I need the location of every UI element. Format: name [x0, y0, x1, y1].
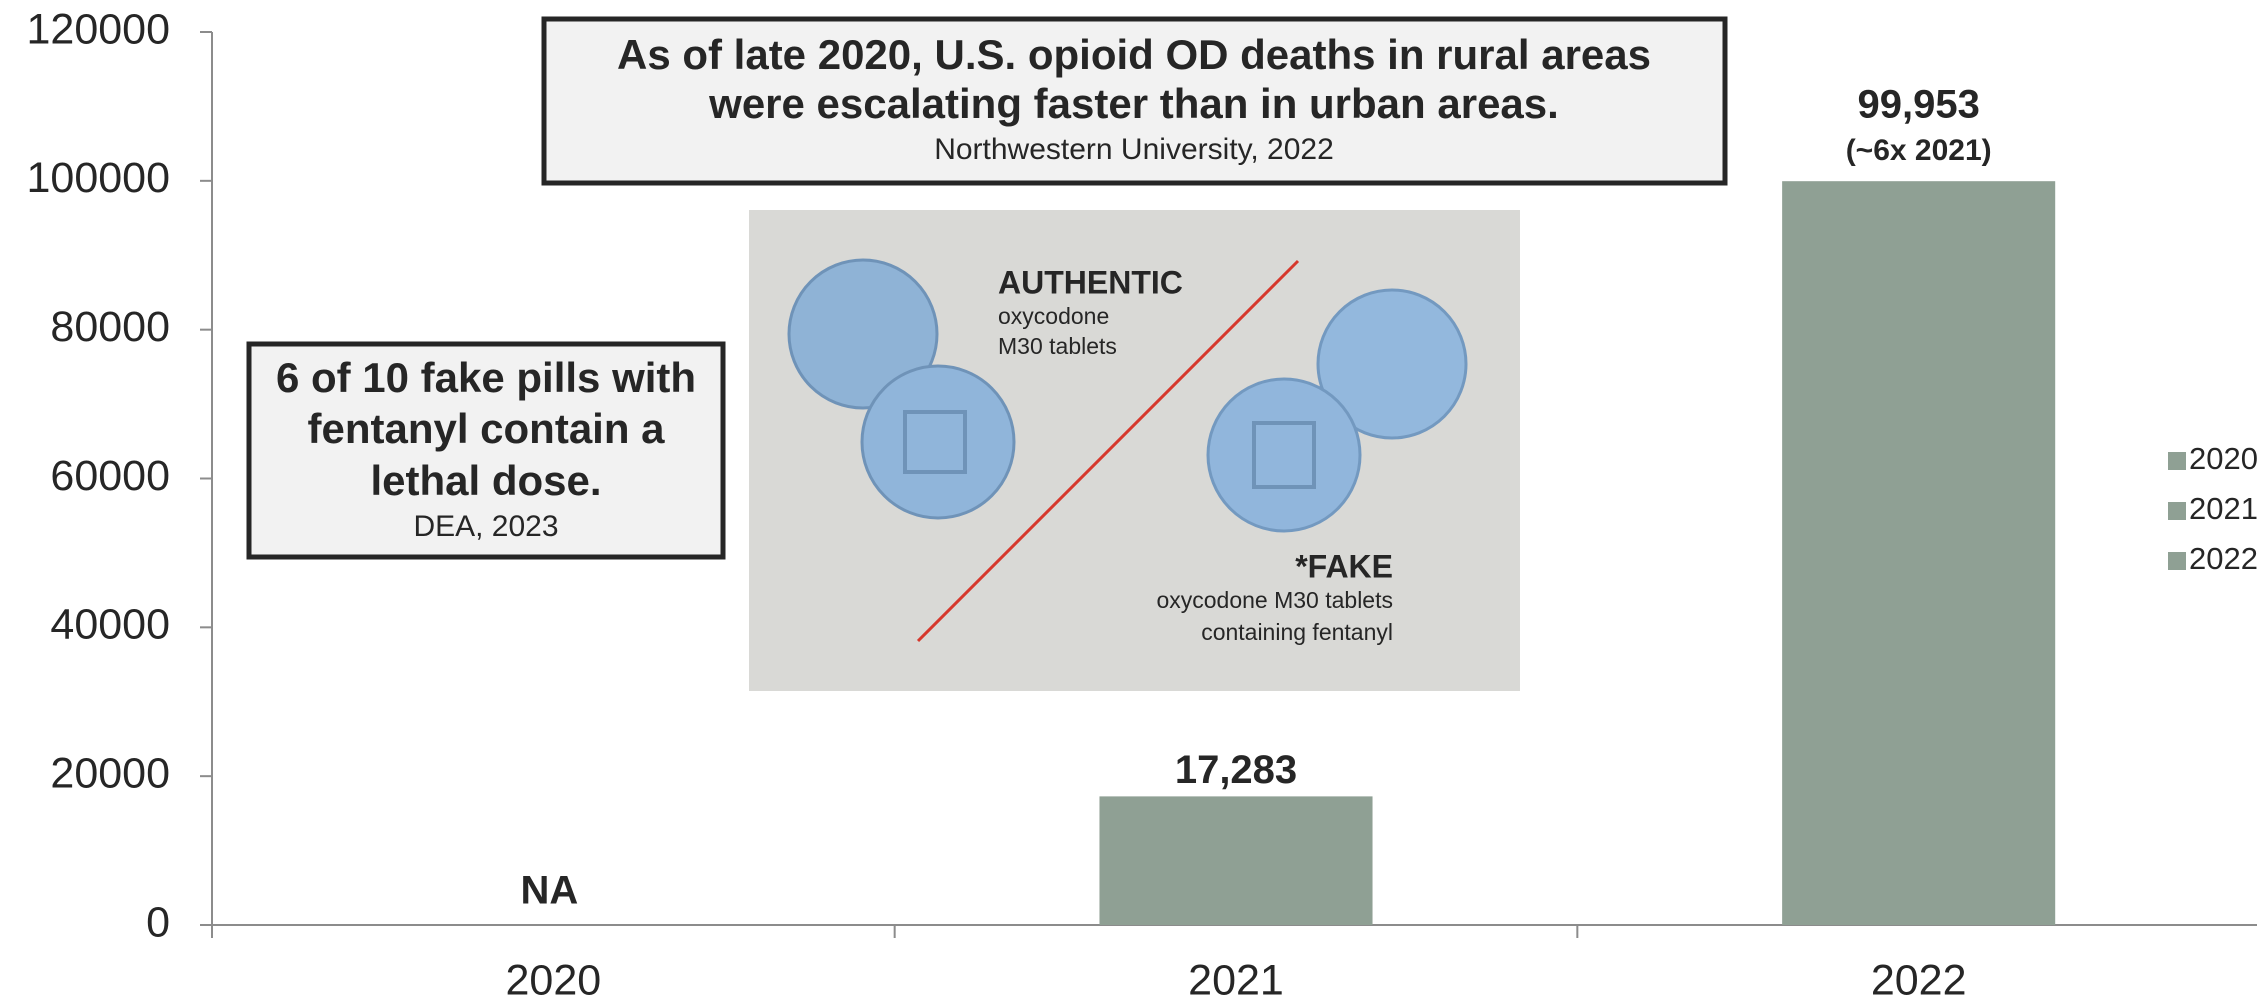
y-tick-label: 0 — [146, 898, 170, 946]
value-note: (~6x 2021) — [1846, 134, 1992, 167]
annotation-text: 6 of 10 fake pills with — [276, 354, 696, 401]
annotation-source: DEA, 2023 — [413, 510, 558, 543]
legend-swatch — [2168, 502, 2186, 520]
image-text: AUTHENTIC — [998, 264, 1183, 300]
legend-label: 2021 — [2189, 491, 2257, 526]
y-tick-label: 80000 — [50, 303, 170, 351]
x-tick-label: 2020 — [505, 956, 601, 1002]
y-tick-label: 100000 — [27, 154, 171, 202]
annotation-text: As of late 2020, U.S. opioid OD deaths i… — [617, 31, 1651, 78]
y-tick-label: 120000 — [27, 5, 171, 53]
pill-image: AUTHENTIC oxycodone M30 tablets *FAKE oxycod… — [749, 210, 1520, 691]
value-label: NA — [520, 869, 578, 913]
value-label: 99,953 — [1857, 83, 1979, 127]
annotation-box — [541, 16, 1728, 186]
legend-label: 2020 — [2189, 441, 2257, 476]
image-text: containing fentanyl — [1201, 619, 1393, 645]
annotation-source: Northwestern University, 2022 — [934, 133, 1334, 166]
image-text: oxycodone — [998, 303, 1109, 329]
y-tick-label: 40000 — [50, 601, 170, 649]
image-text: *FAKE — [1295, 548, 1393, 584]
annotation-text: lethal dose. — [370, 457, 601, 504]
legend-label: 2022 — [2189, 541, 2257, 576]
image-text: M30 tablets — [998, 333, 1117, 359]
pill-marking — [903, 410, 967, 474]
legend-swatch — [2168, 452, 2186, 470]
pill — [860, 364, 1016, 520]
legend-swatch — [2168, 552, 2186, 570]
pill — [1316, 288, 1468, 440]
annotation-text: were escalating faster than in urban are… — [708, 80, 1559, 127]
pill — [1206, 377, 1362, 533]
x-tick-label: 2022 — [1871, 956, 1967, 1002]
x-tick-label: 2021 — [1188, 956, 1284, 1002]
pill — [787, 258, 939, 410]
annotation-box — [246, 341, 726, 560]
pill-marking — [1252, 421, 1316, 489]
y-tick-label: 20000 — [50, 750, 170, 798]
image-text: oxycodone M30 tablets — [1156, 587, 1393, 613]
value-label: 17,283 — [1175, 748, 1297, 792]
bar — [1099, 796, 1373, 925]
annotation-text: fentanyl contain a — [307, 405, 665, 452]
y-tick-label: 60000 — [50, 452, 170, 500]
bar — [1782, 181, 2056, 925]
divider-line — [916, 259, 1300, 643]
